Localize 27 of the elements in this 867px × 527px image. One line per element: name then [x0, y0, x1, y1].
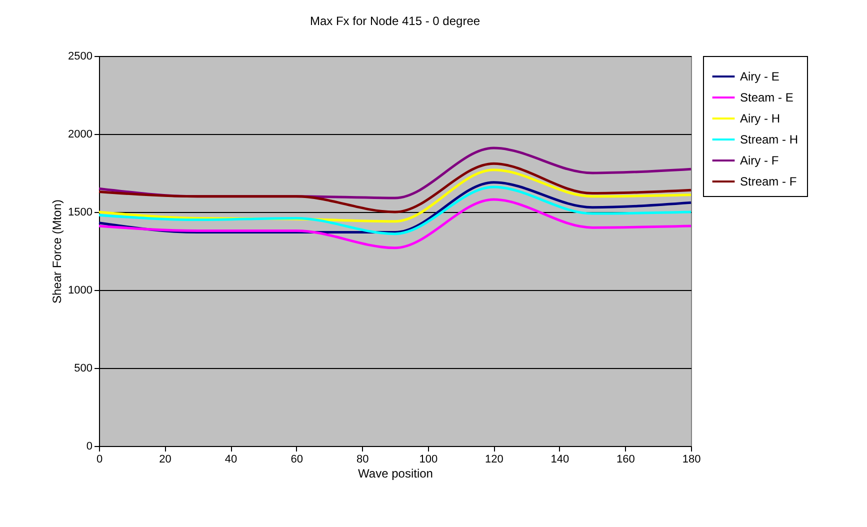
- x-tick-label: 100: [419, 454, 438, 466]
- x-tick-label: 60: [290, 454, 303, 466]
- legend-label: Airy - E: [740, 70, 780, 84]
- x-tick-label: 180: [682, 454, 701, 466]
- y-tick-label: 1500: [68, 206, 92, 218]
- x-tick-label: 120: [484, 454, 504, 466]
- x-tick-label: 40: [224, 454, 238, 466]
- x-tick-label: 140: [550, 454, 570, 466]
- x-tick-label: 80: [356, 454, 369, 466]
- line-series: [98, 198, 692, 250]
- y-tick-label: 2500: [68, 50, 92, 62]
- y-tick-label: 500: [74, 362, 92, 374]
- y-axis-title: Shear Force (Mton): [50, 199, 64, 304]
- legend-label: Stream - F: [740, 174, 797, 188]
- y-tick-label: 2000: [68, 128, 92, 140]
- x-tick-label: 160: [616, 454, 635, 466]
- legend-label: Steam - E: [740, 90, 794, 104]
- y-tick-label: 1000: [68, 284, 92, 296]
- y-tick-label: 0: [86, 440, 92, 452]
- legend-label: Airy - H: [740, 112, 780, 126]
- x-axis-title: Wave position: [358, 466, 433, 480]
- legend-label: Stream - H: [740, 132, 798, 146]
- line-series: [98, 162, 692, 214]
- x-tick-label: 20: [159, 454, 172, 466]
- x-tick-label: 0: [96, 454, 103, 466]
- chart-title: Max Fx for Node 415 - 0 degree: [310, 14, 480, 28]
- legend-label: Airy - F: [740, 154, 779, 168]
